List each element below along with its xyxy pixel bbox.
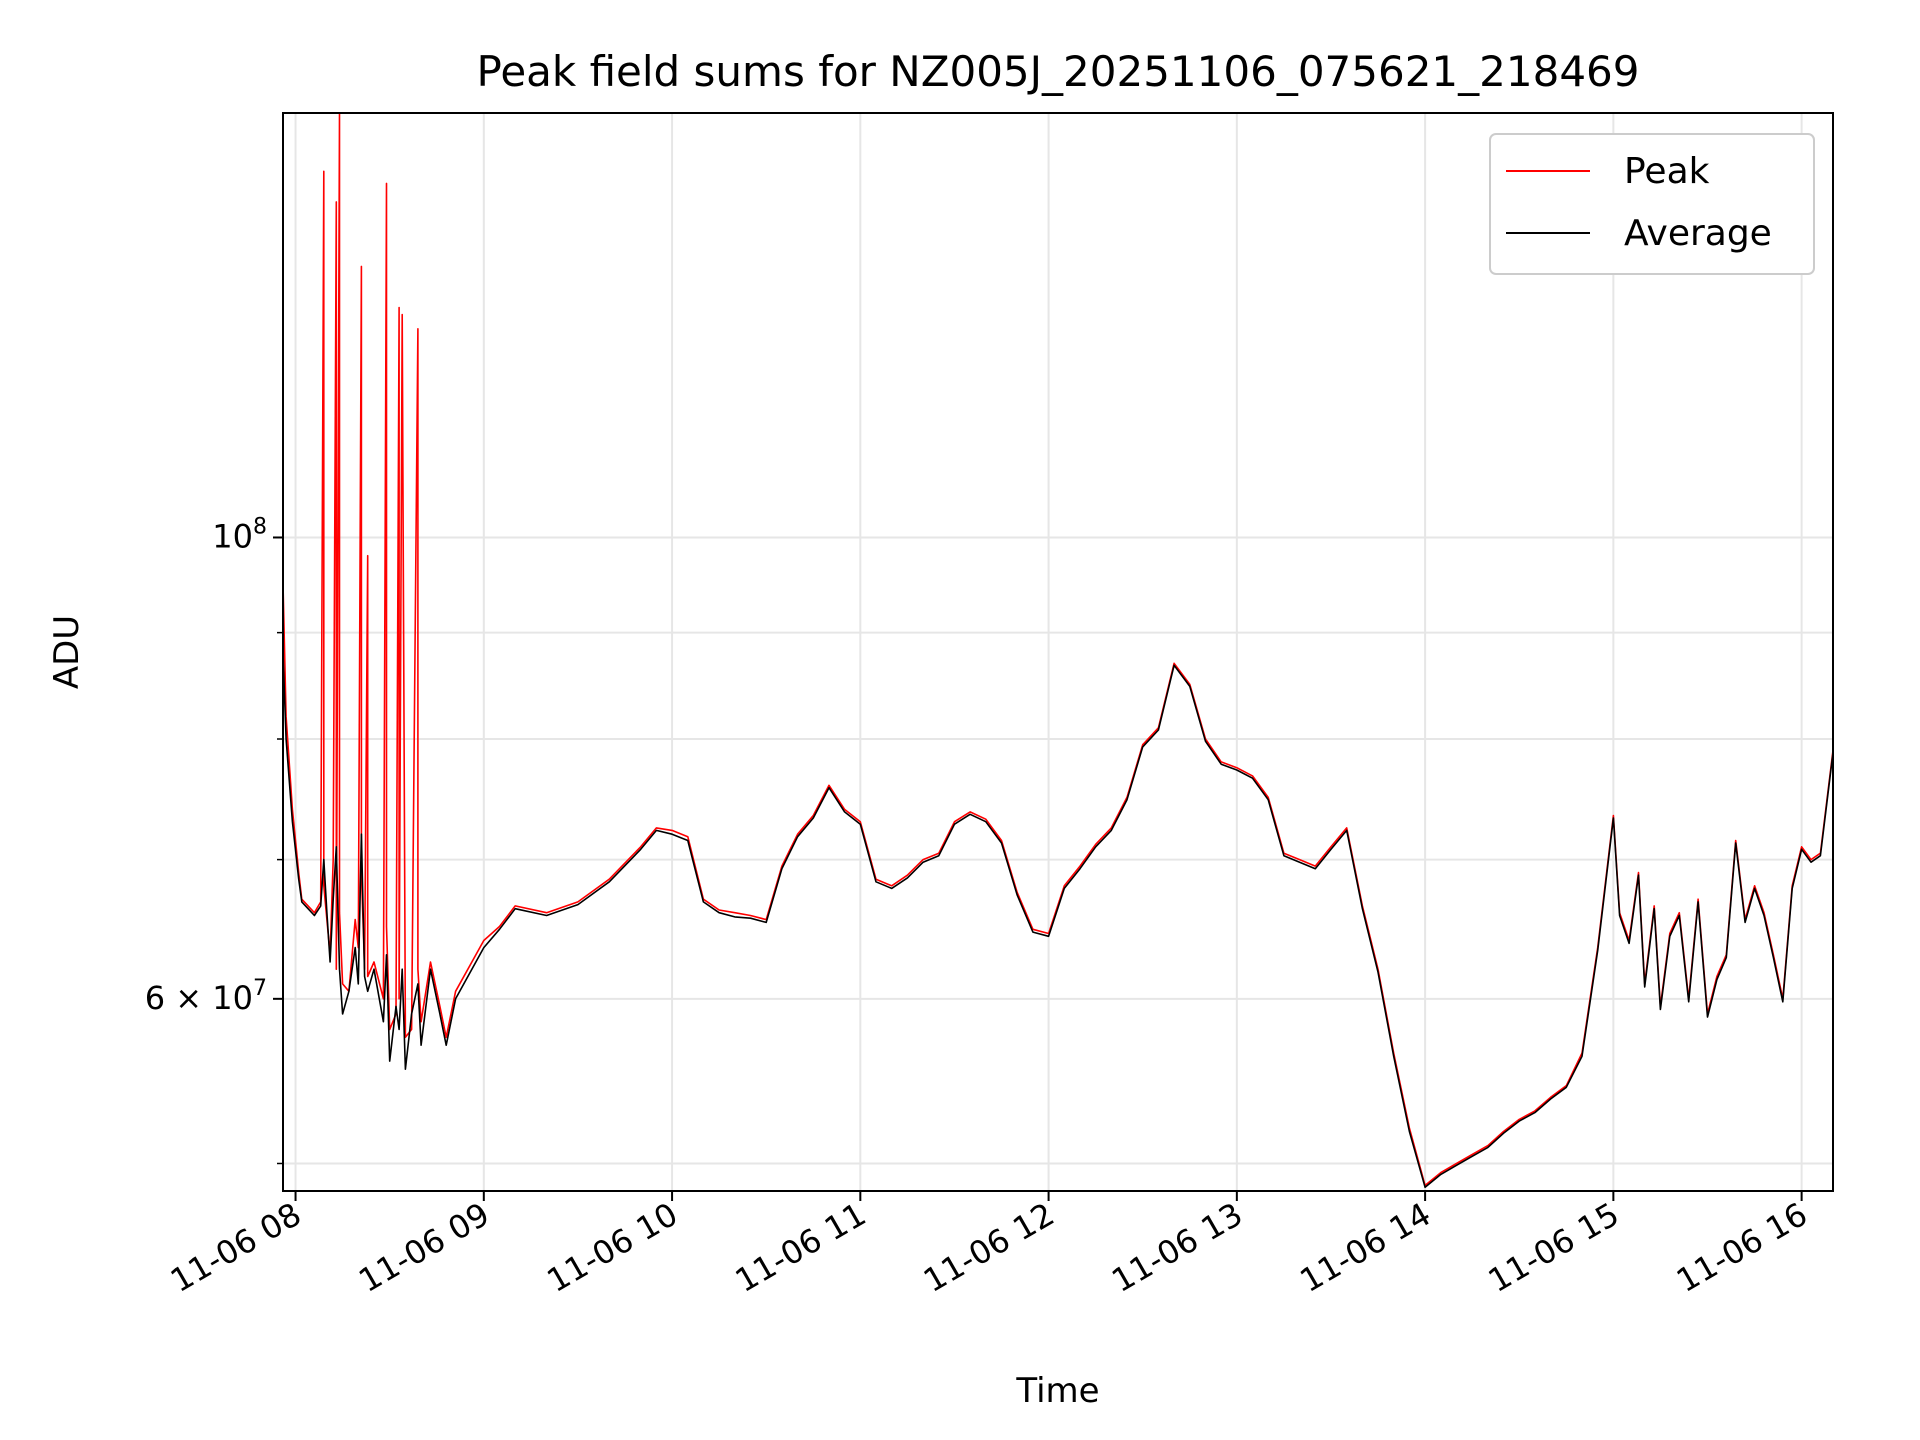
grid: [283, 113, 1833, 1191]
x-axis-label: Time: [1015, 1371, 1099, 1411]
plot-frame: [282, 112, 1834, 1192]
legend-label-peak: Peak: [1624, 151, 1710, 192]
series-line-average: [283, 652, 1833, 1189]
y-axis-label: ADU: [47, 615, 87, 689]
series-lines: [283, 113, 1833, 1189]
legend-label-average: Average: [1624, 213, 1772, 254]
chart-title: Peak field sums for NZ005J_20251106_0756…: [477, 47, 1640, 96]
series-line-peak: [283, 113, 1833, 1187]
legend: Peak Average: [1489, 133, 1815, 275]
y-tick-label: 6 × 107: [145, 976, 267, 1017]
legend-box: [1489, 133, 1815, 275]
y-tick-label: 108: [212, 514, 267, 555]
